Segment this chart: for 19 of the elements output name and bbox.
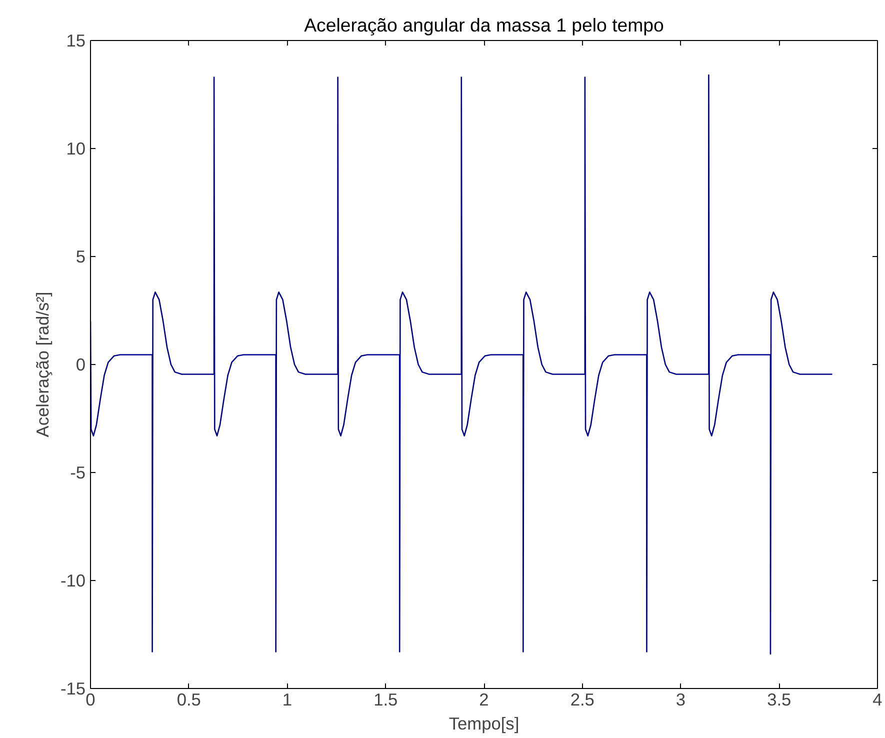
y-tick-label: 15	[66, 30, 86, 50]
x-axis-title: Tempo[s]	[448, 714, 520, 734]
y-tick-label: 0	[76, 354, 86, 374]
y-tick-label: 10	[66, 138, 86, 158]
x-tick-label: 3.5	[767, 690, 792, 710]
y-tick-label: -15	[60, 678, 86, 698]
x-tick-label: 4	[872, 690, 883, 710]
y-tick-label: 5	[76, 246, 86, 266]
x-tick-label: 2	[479, 690, 489, 710]
x-tick-label: 1.5	[374, 690, 398, 710]
x-tick-label: 3	[676, 690, 686, 710]
y-axis-title: Aceleração [rad/s²]	[32, 292, 52, 438]
chart-title: Aceleração angular da massa 1 pelo tempo	[304, 14, 664, 36]
x-tick-label: 1	[282, 690, 292, 710]
x-tick-label: 2.5	[570, 690, 594, 710]
x-tick-label: 0.5	[176, 690, 201, 710]
y-tick-label: -5	[70, 462, 86, 482]
y-tick-label: -10	[60, 570, 86, 590]
line-series	[90, 74, 833, 655]
